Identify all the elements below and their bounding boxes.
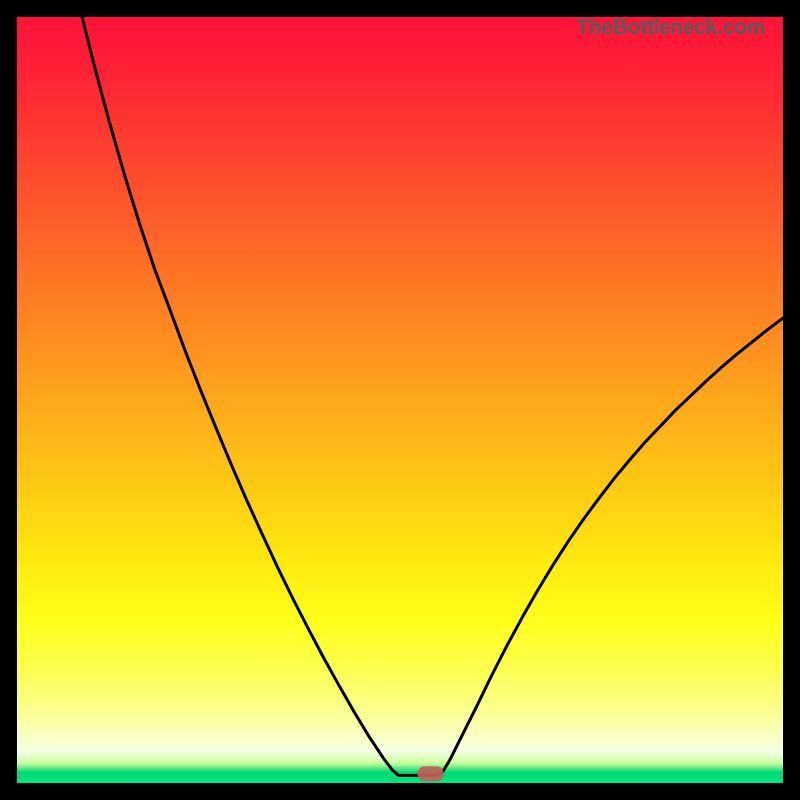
optimum-marker [418,766,444,781]
chart-frame: TheBottleneck.com [0,0,800,800]
plot-area: TheBottleneck.com [17,17,783,783]
chart-svg [17,17,783,783]
chart-background [17,17,783,783]
watermark-text: TheBottleneck.com [576,16,765,40]
